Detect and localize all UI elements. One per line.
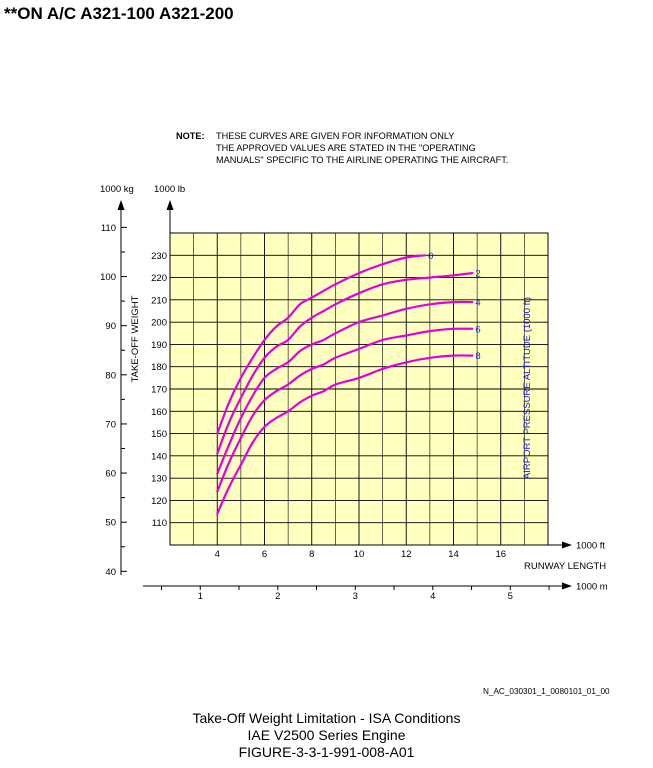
y-tick-label-lb: 160 xyxy=(151,407,167,418)
y-tick-label-lb: 230 xyxy=(151,251,167,262)
y-tick-label-kg: 70 xyxy=(105,419,116,430)
x-tick-label-m: 5 xyxy=(508,591,513,602)
curve-altitude-2 xyxy=(216,272,474,455)
x-tick-label-ft: 14 xyxy=(448,549,459,560)
x-axis-ft-arrowhead xyxy=(562,541,572,549)
x-tick-label-ft: 8 xyxy=(309,549,314,560)
curve-label-8: 8 xyxy=(475,351,480,362)
x-unit-ft: 1000 ft xyxy=(576,541,605,552)
y-tick-label-lb: 170 xyxy=(151,385,167,396)
y-axis-title: TAKE-OFF WEIGHT xyxy=(130,295,141,382)
y-tick-label-lb: 110 xyxy=(152,518,167,529)
x-tick-label-m: 4 xyxy=(430,591,435,602)
note-label: NOTE: xyxy=(176,131,205,141)
y-tick-label-lb: 150 xyxy=(151,429,167,440)
y-tick-label-kg: 100 xyxy=(100,272,116,283)
y-tick-label-kg: 90 xyxy=(105,321,116,332)
curve-altitude-8 xyxy=(216,354,474,515)
curve-label-2: 2 xyxy=(475,269,480,280)
x-tick-label-ft: 16 xyxy=(495,549,506,560)
curve-label-0: 0 xyxy=(428,251,433,262)
file-reference: N_AC_030301_1_0080101_01_00 xyxy=(483,687,610,696)
curve-altitude-0 xyxy=(216,254,427,435)
y-axis-kg-arrowhead xyxy=(117,200,125,210)
y-tick-label-kg: 80 xyxy=(105,370,116,381)
y-axis-lb-arrowhead xyxy=(166,200,174,210)
curve-label-6: 6 xyxy=(475,324,480,335)
y-tick-label-lb: 140 xyxy=(151,451,167,462)
figure-caption: Take-Off Weight Limitation - ISA Conditi… xyxy=(0,710,653,761)
x-axis-m-arrowhead xyxy=(562,582,572,590)
x-tick-label-ft: 10 xyxy=(354,549,365,560)
y-tick-label-kg: 60 xyxy=(105,469,116,480)
y-tick-label-lb: 220 xyxy=(151,273,167,284)
caption-figure-id: FIGURE-3-3-1-991-008-A01 xyxy=(238,744,415,760)
x-tick-label-ft: 12 xyxy=(401,549,412,560)
y-tick-label-lb: 180 xyxy=(151,362,167,373)
x-unit-m: 1000 m xyxy=(576,582,608,593)
caption-engine: IAE V2500 Series Engine xyxy=(247,727,406,743)
note-line-2: THE APPROVED VALUES ARE STATED IN THE "O… xyxy=(216,143,476,153)
y-tick-label-kg: 40 xyxy=(105,567,116,578)
y-tick-label-lb: 210 xyxy=(151,295,167,306)
y-unit-kg: 1000 kg xyxy=(100,184,134,195)
y-tick-label-lb: 200 xyxy=(151,318,167,329)
x-tick-label-ft: 4 xyxy=(215,549,220,560)
curve-label-4: 4 xyxy=(475,298,480,309)
x-tick-label-m: 2 xyxy=(275,591,280,602)
y-tick-label-kg: 50 xyxy=(105,518,116,529)
x-axis-title: RUNWAY LENGTH xyxy=(524,561,606,572)
y-tick-label-lb: 130 xyxy=(151,474,167,485)
y-tick-label-lb: 190 xyxy=(151,340,167,351)
y-tick-label-lb: 120 xyxy=(151,496,167,507)
note-line-1: THESE CURVES ARE GIVEN FOR INFORMATION O… xyxy=(216,131,455,141)
x-tick-label-m: 3 xyxy=(353,591,358,602)
note-line-3: MANUALS" SPECIFIC TO THE AIRLINE OPERATI… xyxy=(216,155,509,165)
caption-title: Take-Off Weight Limitation - ISA Conditi… xyxy=(192,710,461,726)
x-tick-label-m: 1 xyxy=(198,591,203,602)
aircraft-applicability-header: **ON A/C A321-100 A321-200 xyxy=(4,4,234,23)
curve-altitude-4 xyxy=(216,300,474,475)
y-tick-label-kg: 110 xyxy=(101,223,116,234)
y-unit-lb: 1000 lb xyxy=(154,184,185,195)
x-tick-label-ft: 6 xyxy=(262,549,267,560)
altitude-legend-title: AIRPORT PRESSURE ALTITUDE (1000 ft) xyxy=(522,297,533,479)
curve-altitude-6 xyxy=(216,327,474,493)
